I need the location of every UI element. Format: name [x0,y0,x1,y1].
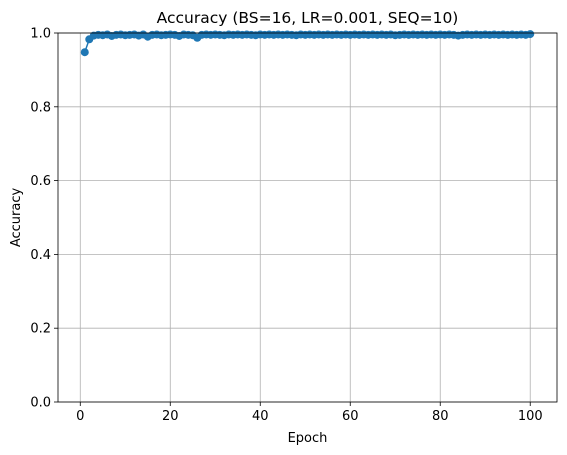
y-tick-label: 0.8 [30,100,51,115]
plot-area [80,30,535,57]
data-point [80,48,89,57]
x-tick-label: 0 [76,409,84,424]
y-tick-label: 0.2 [30,322,51,337]
y-axis-label: Accuracy [9,188,24,248]
data-point [526,30,535,39]
plot-frame [57,32,558,403]
x-tick-label: 20 [162,409,179,424]
y-tick-label: 0.6 [30,174,51,189]
x-tick-label: 40 [252,409,269,424]
x-tick-label: 60 [342,409,359,424]
y-tick-label: 0.4 [30,248,51,263]
chart-title: Accuracy (BS=16, LR=0.001, SEQ=10) [157,9,459,27]
axes: 0 20 40 60 80 100 0.0 0.2 0.4 0.6 0.8 1.0 [30,27,558,424]
x-tick-label: 80 [432,409,449,424]
x-tick-label: 100 [518,409,543,424]
y-tick-label: 1.0 [30,27,51,42]
grid [58,32,557,403]
y-tick-label: 0.0 [30,396,51,411]
x-axis-label: Epoch [288,431,328,446]
